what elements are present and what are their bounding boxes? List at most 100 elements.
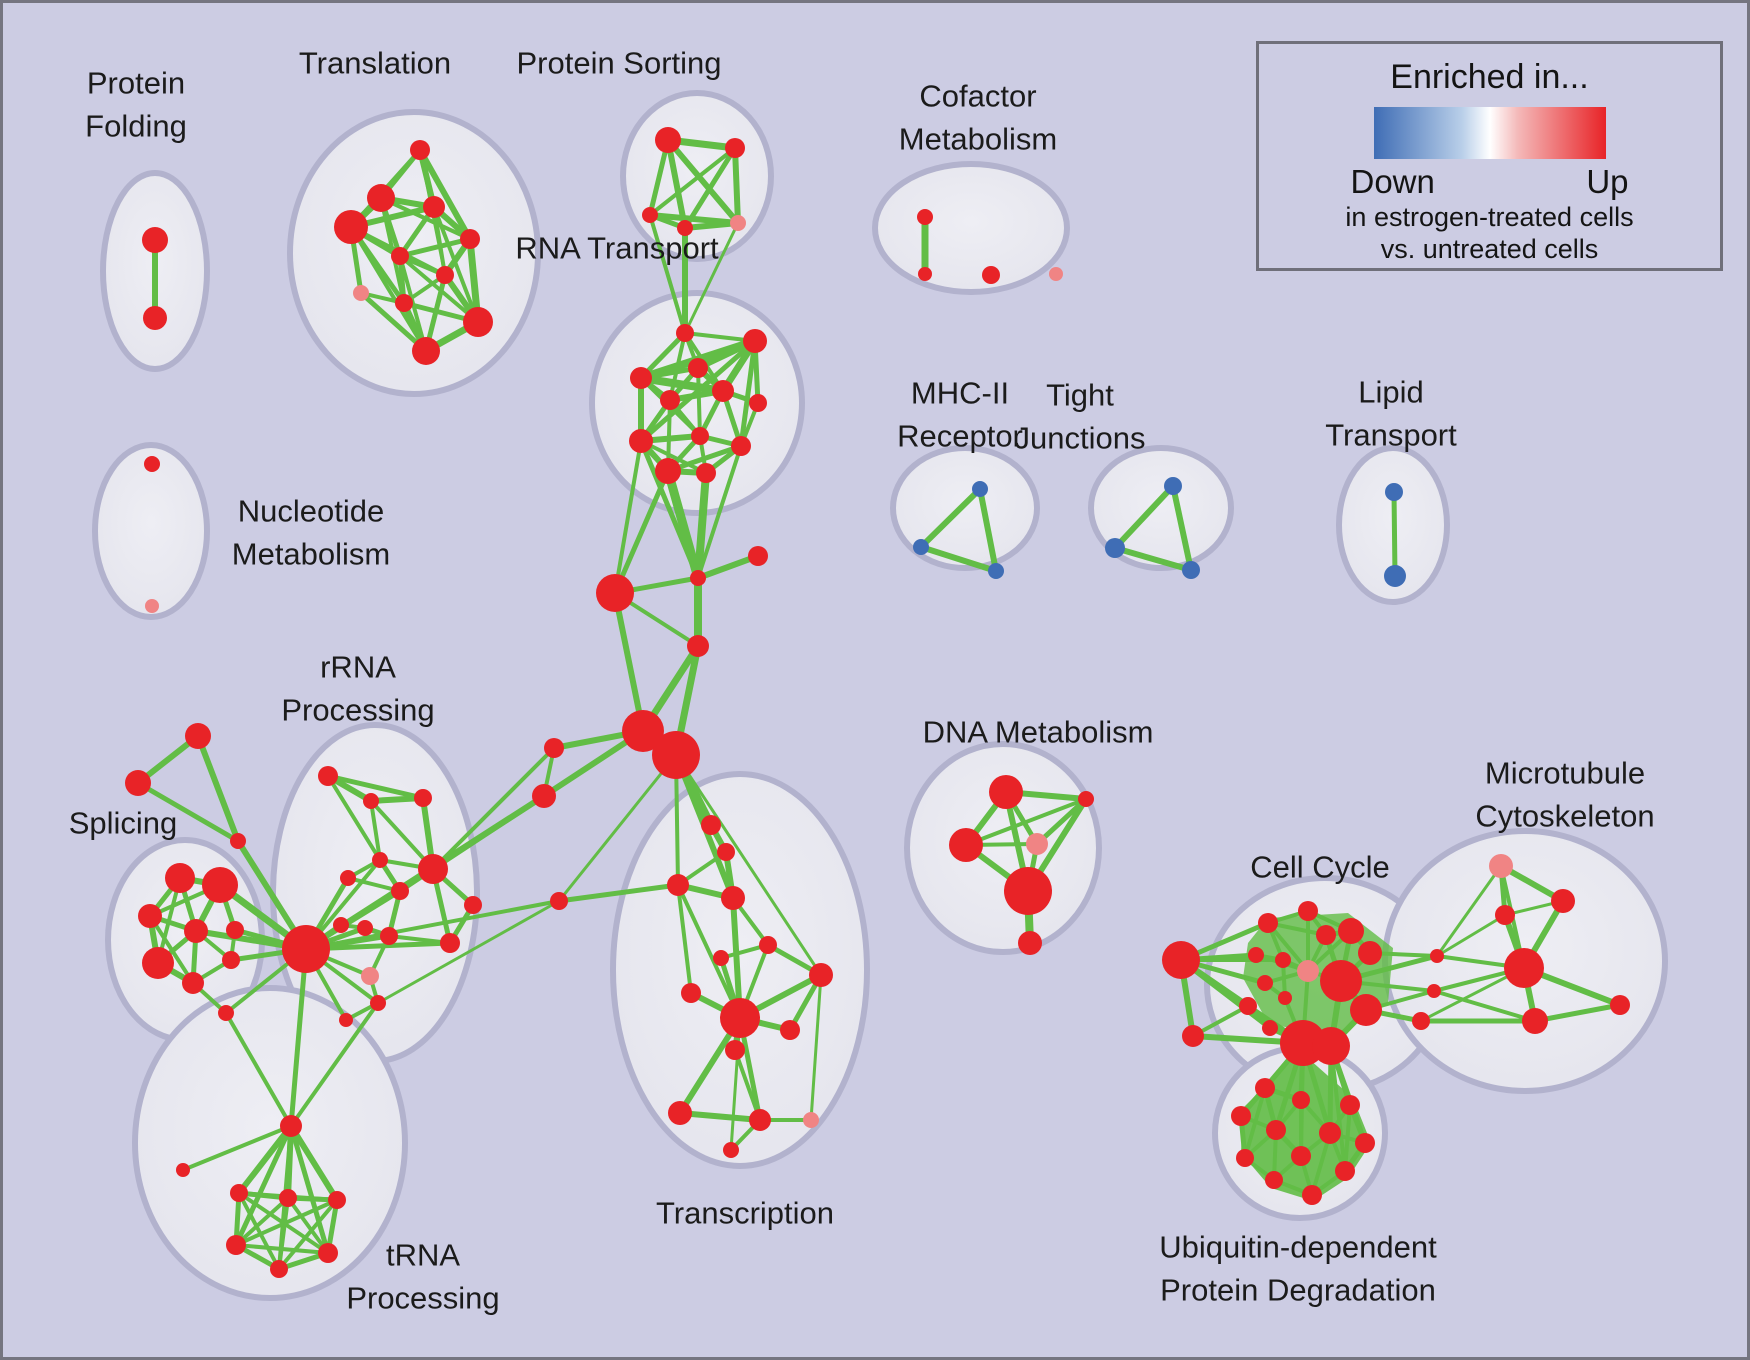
node-mt6 (1427, 984, 1441, 998)
node-mt8 (1522, 1008, 1548, 1034)
edge-tj2-tj3 (1112, 545, 1194, 573)
node-mt1 (1489, 854, 1513, 878)
node-cf2 (918, 267, 932, 281)
node-u12 (1302, 1185, 1322, 1205)
edge-mh2-mh3 (918, 544, 999, 574)
edge-rn2-rn10 (738, 338, 758, 449)
node-tr1 (410, 140, 430, 160)
node-x13 (749, 1109, 771, 1131)
node-tr9 (395, 294, 413, 312)
cluster-label-microtubule-cytoskeleton-line2: Cytoskeleton (1475, 799, 1654, 834)
edge-rn3-rn9 (696, 366, 702, 438)
edge-tr4-tr11 (349, 225, 428, 353)
edge-rr1-rr3 (325, 773, 426, 801)
edge-n2-h2 (557, 753, 678, 903)
node-rr4 (372, 852, 388, 868)
node-k4 (1298, 901, 1318, 921)
cluster-label-cell-cycle: Cell Cycle (1250, 850, 1390, 885)
node-k2 (1182, 1025, 1204, 1047)
edge-t1-t6 (237, 1191, 281, 1271)
edge-tr8-tr11 (358, 290, 429, 354)
node-sp11 (222, 951, 240, 969)
node-mh3 (988, 563, 1004, 579)
node-k13 (1278, 991, 1292, 1005)
cluster-label-mhc-ii-receptor-line1: MHC-II (911, 376, 1009, 411)
node-cf3 (982, 266, 1000, 284)
node-rn8 (629, 429, 653, 453)
node-x15 (723, 1142, 739, 1158)
node-sp6 (138, 904, 162, 928)
node-th1 (280, 1115, 302, 1137)
cluster-label-protein-folding-line2: Folding (85, 109, 187, 144)
edge-t2-t5 (286, 1196, 330, 1255)
node-u11 (1265, 1171, 1283, 1189)
node-nm1 (144, 456, 160, 472)
node-t4 (226, 1235, 246, 1255)
node-rn6 (660, 390, 680, 410)
node-rn4 (630, 367, 652, 389)
node-j1 (690, 570, 706, 586)
node-k12 (1257, 975, 1273, 991)
node-mt3 (1495, 905, 1515, 925)
node-rr8 (333, 917, 349, 933)
node-lt2 (1384, 565, 1406, 587)
node-d4 (1026, 833, 1048, 855)
edge-l1-rr7 (431, 746, 556, 871)
cluster-label-trna-processing-line1: tRNA (386, 1238, 460, 1273)
node-rn12 (696, 463, 716, 483)
cluster-label-nucleotide-metabolism-line1: Nucleotide (238, 494, 384, 529)
edge-rr1-rr4 (326, 774, 382, 862)
node-d2 (1078, 791, 1094, 807)
edge-th1-t1 (236, 1123, 294, 1196)
node-rn1 (676, 324, 694, 342)
edge-t2-t6 (277, 1196, 290, 1271)
node-g1 (282, 925, 330, 973)
node-x8 (681, 983, 701, 1003)
legend-subtitle-line1: in estrogen-treated cells (1345, 202, 1634, 232)
legend-gradient-bar (1373, 107, 1606, 159)
node-k8 (1248, 947, 1264, 963)
node-x11 (725, 1040, 745, 1060)
node-h2 (652, 731, 700, 779)
node-rr11 (361, 967, 379, 985)
edge-j1-n1 (695, 553, 761, 581)
edge-ps4-ps5 (682, 220, 741, 231)
node-mh2 (913, 539, 929, 555)
legend-updown-row: Down Up (1351, 163, 1629, 201)
node-rr5 (340, 870, 356, 886)
edge-t2-t4 (234, 1196, 290, 1247)
node-ps4 (677, 220, 693, 236)
edge-ps1-ps5 (665, 137, 741, 226)
node-d1 (989, 775, 1023, 809)
node-rr7 (418, 854, 448, 884)
edge-rr2-rr4 (369, 799, 382, 862)
node-k5 (1316, 925, 1336, 945)
edge-b1-h1 (612, 590, 646, 734)
cluster-label-rrna-processing-line2: Processing (281, 693, 434, 728)
node-cf4 (1049, 267, 1063, 281)
node-k9 (1275, 952, 1291, 968)
edge-t4-t5 (234, 1243, 330, 1255)
edge-tj1-tj2 (1112, 483, 1176, 551)
network-canvas: Protein Folding Translation Protein Sorting… (69, 46, 1668, 1316)
node-x7 (809, 963, 833, 987)
node-rr12 (370, 995, 386, 1011)
edge-d2-d3 (964, 797, 1088, 847)
edge-tj1-tj3 (1170, 483, 1194, 573)
edge-sp2-sp3 (135, 780, 241, 844)
edge-x7-x14 (809, 973, 823, 1122)
node-sp3 (230, 833, 246, 849)
node-rn9 (691, 427, 709, 445)
node-x10 (780, 1020, 800, 1040)
node-ps3 (642, 207, 658, 223)
node-tj3 (1182, 561, 1200, 579)
node-mt5 (1504, 948, 1544, 988)
edge-lt1-lt2 (1391, 489, 1398, 579)
edge-t3-t6 (277, 1198, 339, 1271)
node-pf2 (143, 306, 167, 330)
cluster-label-lipid-transport-line1: Lipid (1358, 375, 1424, 410)
edge-h4-u10 (1329, 1044, 1347, 1173)
cluster-label-splicing: Splicing (69, 806, 178, 841)
node-u3 (1340, 1095, 1360, 1115)
node-tj2 (1105, 538, 1125, 558)
